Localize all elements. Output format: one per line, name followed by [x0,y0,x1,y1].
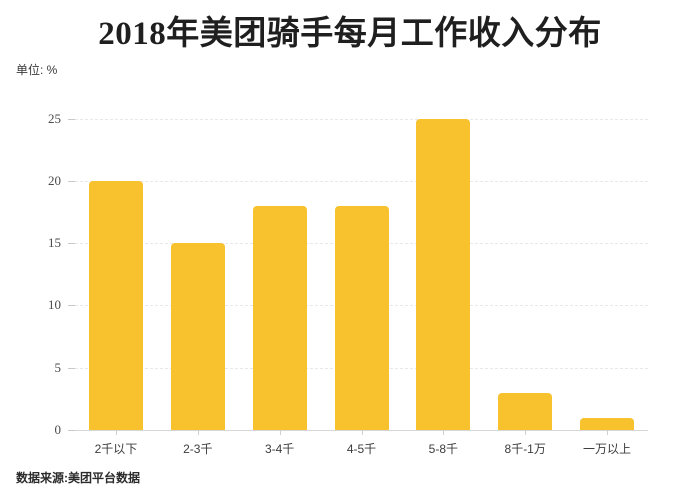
y-axis-tick-mark [68,180,75,182]
y-axis-tick-label: 5 [54,359,62,375]
bar[interactable] [252,205,307,430]
x-axis-tick-label: 8千-1万 [504,442,546,456]
x-axis-tick-mark [443,430,445,435]
y-axis-tick-label: 20 [48,172,61,188]
bar[interactable] [498,392,553,430]
y-axis-tick-mark [68,118,75,120]
plot-area: 0 5 10 15 20 25 2千以下 2-3千 3-4千 4-5千 5-8千 8千-1万 一万以上 [48,100,648,456]
chart-title: 2018年美团骑手每月工作收入分布 [98,16,602,52]
x-axis-tick-mark [197,430,199,435]
y-axis-tick-label: 15 [48,235,61,251]
bar[interactable] [170,243,225,430]
x-axis-tick-mark [115,430,117,435]
gridline [75,180,648,182]
y-axis-tick-label: 10 [48,297,61,313]
x-axis-tick-label: 3-4千 [264,442,295,456]
x-axis-tick-mark [525,430,527,435]
y-axis-tick-label: 25 [48,110,61,126]
gridline [75,118,648,120]
bar[interactable] [88,180,143,430]
bar[interactable] [334,205,389,430]
unit-label: 单位: % [16,63,58,77]
y-axis-tick-mark [68,430,75,431]
x-axis-tick-label: 5-8千 [428,442,459,456]
x-axis-tick-mark [361,430,363,435]
x-axis-tick-mark [607,430,609,435]
y-axis-tick-mark [68,243,75,245]
y-axis-tick-mark [68,367,75,369]
x-axis-tick-label: 4-5千 [346,442,377,456]
y-axis-tick-label: 0 [54,422,62,437]
bar[interactable] [416,118,471,430]
x-axis-tick-label: 一万以上 [583,442,632,456]
source-note: 数据来源:美团平台数据 [16,471,140,485]
bar[interactable] [580,417,635,430]
y-axis-tick-mark [68,305,75,307]
x-axis-baseline [69,430,648,431]
x-axis-tick-mark [279,430,281,435]
x-axis-tick-label: 2-3千 [183,442,213,456]
x-axis-tick-label: 2千以下 [94,442,138,456]
